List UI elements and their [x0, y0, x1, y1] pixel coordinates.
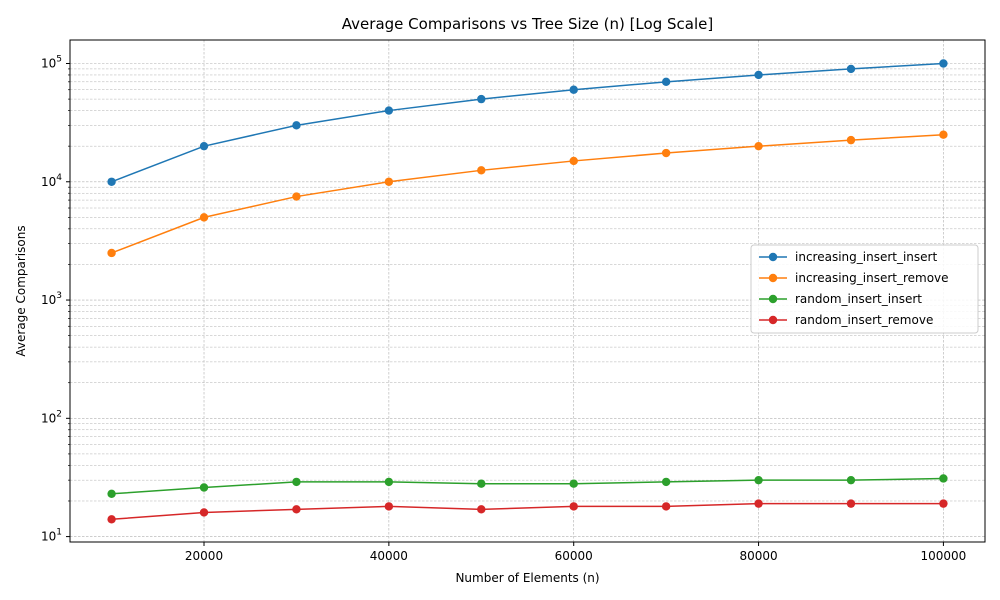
data-point — [939, 130, 948, 139]
data-point — [292, 477, 301, 487]
data-point — [107, 177, 116, 186]
series-random_insert_remove — [107, 499, 948, 524]
data-point — [754, 499, 763, 508]
legend-item: random_insert_insert — [759, 292, 922, 306]
data-point — [477, 166, 486, 175]
data-point — [292, 505, 301, 514]
legend-marker — [768, 252, 778, 262]
legend-marker — [768, 315, 778, 325]
data-point — [754, 475, 763, 485]
data-point — [569, 156, 578, 166]
data-point — [846, 475, 856, 485]
data-point — [661, 148, 671, 158]
data-point — [661, 77, 671, 87]
data-point — [939, 499, 948, 508]
data-point — [846, 64, 856, 74]
data-point — [569, 502, 578, 511]
data-point — [477, 94, 486, 104]
x-tick-label: 80000 — [739, 549, 777, 563]
data-point — [754, 141, 763, 151]
data-point — [292, 192, 301, 201]
series-random_insert_insert — [107, 474, 948, 499]
legend-label: random_insert_insert — [795, 292, 922, 306]
legend-item: increasing_insert_insert — [759, 250, 937, 264]
data-point — [199, 483, 209, 492]
chart-title: Average Comparisons vs Tree Size (n) [Lo… — [342, 15, 713, 33]
legend: increasing_insert_insert increasing_inser… — [750, 244, 979, 334]
series-line — [111, 477, 944, 495]
series-layer — [107, 59, 948, 524]
data-point — [199, 213, 209, 222]
data-point — [384, 177, 394, 186]
legend-label: increasing_insert_remove — [795, 271, 949, 285]
data-point — [846, 135, 856, 145]
data-point — [384, 477, 394, 487]
data-point — [754, 70, 763, 80]
data-point — [292, 121, 301, 130]
axes: 20000 40000 60000 80000 10000010110210310410… — [41, 54, 966, 563]
data-point — [199, 141, 209, 151]
legend-item: random_insert_remove — [759, 313, 933, 327]
legend-label: increasing_insert_insert — [795, 250, 937, 264]
plot-area-frame — [69, 39, 986, 543]
data-point — [384, 106, 394, 115]
series-increasing_insert_insert — [107, 59, 948, 186]
data-point — [199, 508, 209, 517]
data-point — [384, 502, 394, 511]
x-tick-label: 60000 — [555, 549, 593, 563]
legend-box — [750, 244, 979, 334]
series-line — [111, 502, 944, 521]
data-point — [107, 248, 116, 258]
data-point — [107, 489, 116, 499]
legend-item: increasing_insert_remove — [759, 271, 949, 285]
data-point — [569, 479, 578, 488]
data-point — [661, 502, 671, 511]
data-point — [661, 477, 671, 487]
x-tick-label: 20000 — [185, 549, 223, 563]
series-line — [111, 62, 944, 183]
series-line — [111, 133, 944, 254]
data-point — [846, 499, 856, 508]
data-point — [477, 479, 486, 488]
x-tick-label: 100000 — [921, 549, 967, 563]
data-point — [107, 515, 116, 524]
legend-marker — [768, 294, 778, 304]
legend-marker — [768, 273, 778, 283]
legend-label: random_insert_remove — [795, 313, 933, 327]
data-point — [569, 85, 578, 94]
data-point — [939, 59, 948, 68]
x-tick-label: 40000 — [370, 549, 408, 563]
series-increasing_insert_remove — [107, 130, 948, 258]
y-axis-title: Average Comparisons — [14, 225, 28, 356]
x-axis-title: Number of Elements (n) — [455, 571, 599, 585]
data-point — [477, 505, 486, 514]
data-point — [939, 474, 948, 483]
